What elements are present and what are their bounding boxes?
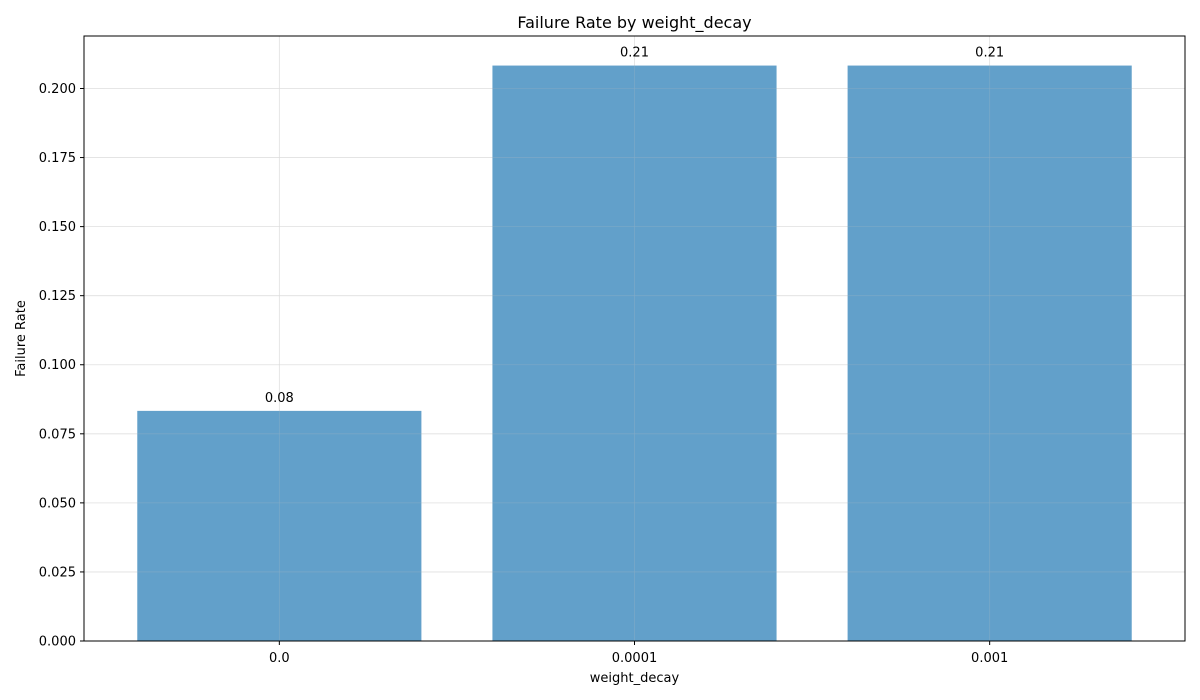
y-tick-label: 0.125 <box>39 289 76 304</box>
x-axis-label: weight_decay <box>590 671 680 686</box>
x-tick-label: 0.0001 <box>612 651 658 666</box>
y-tick-label: 0.075 <box>39 427 76 442</box>
bar-value-label: 0.21 <box>975 46 1004 61</box>
bar-value-label: 0.21 <box>620 46 649 61</box>
bar <box>137 410 422 641</box>
y-tick-label: 0.150 <box>39 220 76 235</box>
chart-title: Failure Rate by weight_decay <box>517 13 751 33</box>
x-tick-label: 0.0 <box>269 651 290 666</box>
x-tick-label: 0.001 <box>971 651 1008 666</box>
y-axis-label: Failure Rate <box>14 300 29 377</box>
y-tick-label: 0.175 <box>39 151 76 166</box>
data-labels: 0.08 0.21 0.21 <box>265 46 1004 406</box>
y-tick-label: 0.050 <box>39 496 76 511</box>
bar-value-label: 0.08 <box>265 391 294 406</box>
y-tick-label: 0.200 <box>39 82 76 97</box>
y-tick-label: 0.100 <box>39 358 76 373</box>
y-axis-ticks: 0.000 0.025 0.050 0.075 0.100 0.125 0.150 0.175… <box>39 82 84 650</box>
y-tick-label: 0.000 <box>39 635 76 650</box>
x-axis-ticks: 0.0 0.0001 0.001 <box>269 641 1008 666</box>
y-tick-label: 0.025 <box>39 565 76 580</box>
bar <box>492 65 777 641</box>
bars <box>137 65 1132 641</box>
bar <box>847 65 1132 641</box>
